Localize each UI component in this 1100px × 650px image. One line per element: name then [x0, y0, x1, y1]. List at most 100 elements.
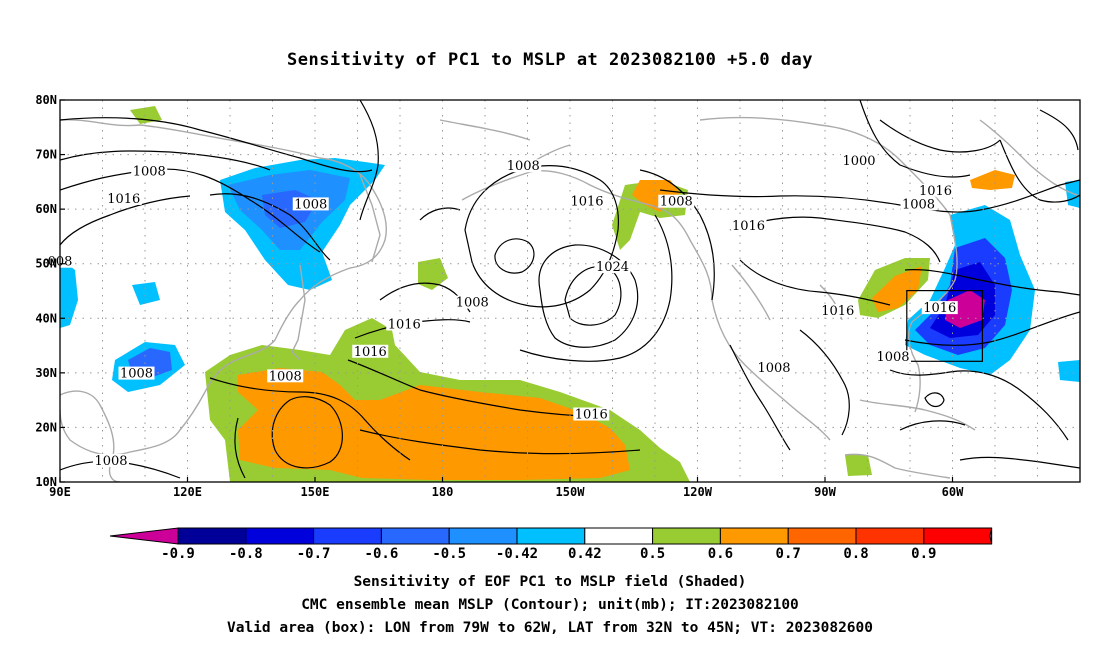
contour-label-bg: [573, 407, 610, 421]
contour-label-bg: [352, 344, 389, 358]
contour-label-bg: [658, 194, 695, 208]
colorbar-label: 0.42: [568, 546, 602, 562]
contour-label: 1016: [732, 219, 765, 234]
grid-lines: [60, 100, 1080, 482]
lat-tick-label: 50N: [35, 257, 57, 271]
colorbar-over-triangle: [989, 527, 993, 545]
caribbean-positive-blob: [845, 455, 872, 476]
footer-valid-area-caption: Valid area (box): LON from 79W to 62W, L…: [226, 620, 873, 636]
colorbar-swatch: [313, 527, 382, 545]
colorbar: -0.9 -0.8 -0.7 -0.6 -0.5 -0.42 0.42 0.5 0.6 0.7 0.…: [109, 527, 993, 562]
footer-shaded-caption: Sensitivity of EOF PC1 to MSLP field (Sh…: [353, 574, 747, 590]
contour-label: 1016: [570, 195, 603, 210]
lat-tick-label: 20N: [35, 420, 57, 434]
colorbar-swatch: [177, 527, 247, 545]
colorbar-label: 0.5: [640, 546, 665, 562]
footer-contour-caption: CMC ensemble mean MSLP (Contour); unit(m…: [301, 597, 799, 613]
contour-label: 1008: [507, 159, 540, 174]
contour-label-bg: [569, 194, 605, 208]
lon-tick-label: 120W: [683, 485, 713, 499]
contour-label: 1008: [456, 296, 489, 311]
contour-label: 1008: [902, 197, 935, 212]
colorbar-swatch: [652, 527, 721, 545]
contour-label: 1016: [923, 301, 956, 316]
dateline-positive-blob: [418, 258, 448, 290]
labrador-sea-orange: [970, 170, 1015, 190]
nw-atlantic-orange: [872, 266, 922, 312]
contour-label: 1016: [575, 408, 608, 423]
contour-label: 1024: [596, 260, 629, 275]
lon-tick-label: 150W: [556, 485, 586, 499]
colorbar-label: 0.7: [776, 546, 801, 562]
colorbar-swatch: [380, 527, 450, 545]
contour-label-bg: [841, 153, 877, 167]
colorbar-label: -0.9: [161, 546, 195, 562]
contour-label-bg: [505, 159, 542, 173]
lon-tick-label: 150E: [301, 485, 330, 499]
contour-label-bg: [386, 317, 423, 331]
contour-label-bg: [292, 197, 329, 211]
lat-tick-label: 80N: [35, 93, 57, 107]
contour-label-bg: [875, 350, 911, 364]
colorbar-swatch: [516, 527, 586, 545]
contour-label: 1016: [821, 304, 854, 319]
colorbar-label: 0.6: [708, 546, 733, 562]
contour-label: 1008: [269, 369, 302, 384]
contour-label: 1016: [919, 184, 952, 199]
lat-tick-label: 70N: [35, 148, 57, 162]
colorbar-label: -0.42: [496, 546, 538, 562]
contour-label: 1008: [876, 350, 909, 365]
contour-label-bg: [118, 366, 155, 380]
contour-label-bg: [917, 183, 954, 197]
contour-label-bg: [454, 295, 491, 309]
mslp-contours: [60, 100, 1080, 479]
colorbar-label: 0.8: [843, 546, 868, 562]
contour-label: 1008: [120, 367, 153, 382]
contour-label-bg: [730, 219, 767, 233]
map-title: Sensitivity of PC1 to MSLP at 2023082100…: [286, 50, 813, 70]
colorbar-label: -0.5: [432, 546, 466, 562]
lat-tick-label: 60N: [35, 202, 57, 216]
contour-label-bg: [594, 260, 631, 274]
colorbar-under-triangle: [109, 527, 179, 545]
lon-tick-label: 60W: [942, 485, 964, 499]
contour-label: 1008: [94, 454, 127, 469]
india-negative-blob: [60, 258, 78, 328]
shaded-positive-regions: [130, 106, 1015, 482]
contour-label: 1000: [842, 154, 875, 169]
colorbar-swatch: [923, 527, 993, 545]
contour-label-bg: [756, 361, 792, 375]
contour-label: 1008: [133, 165, 166, 180]
colorbar-swatch: [245, 527, 315, 545]
contour-label: 1016: [107, 192, 140, 207]
colorbar-label: 0.9: [911, 546, 936, 562]
colorbar-swatch: [448, 527, 518, 545]
contour-label-bg: [900, 197, 937, 211]
colorbar-swatch: [719, 527, 789, 545]
arctic-positive-blob: [130, 106, 162, 124]
colorbar-swatch: [787, 527, 857, 545]
valid-area-box: [906, 290, 983, 362]
contour-label: 1016: [354, 345, 387, 360]
contour-label-bg: [819, 303, 856, 317]
mongolia-negative-blob: [132, 282, 160, 305]
lon-tick-label: 90W: [814, 485, 836, 499]
colorbar-swatch: [584, 527, 654, 545]
contour-label-bg: [921, 301, 958, 315]
colorbar-label: -0.6: [365, 546, 399, 562]
contour-label-bg: [131, 164, 168, 178]
contour-label-bg: [93, 453, 129, 467]
east-atlantic-negative-blob: [1058, 360, 1080, 382]
colorbar-label: -0.7: [297, 546, 331, 562]
lon-tick-label: 120E: [173, 485, 202, 499]
lon-tick-label: 90E: [49, 485, 71, 499]
contour-label: 1016: [388, 317, 421, 332]
contour-label-bg: [267, 369, 304, 383]
colorbar-label: -0.8: [229, 546, 263, 562]
contour-label: 1008: [294, 197, 327, 212]
lon-tick-label: 180: [432, 485, 454, 499]
colorbar-swatch: [855, 527, 925, 545]
contour-label: 1008: [660, 195, 693, 210]
